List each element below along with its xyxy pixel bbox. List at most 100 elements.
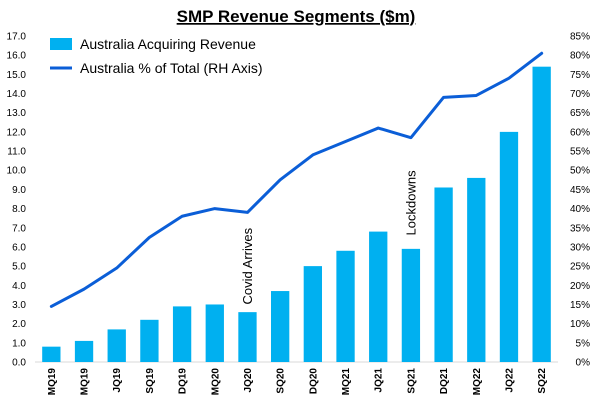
bar-13 [434, 187, 453, 362]
line-point-16 [541, 52, 543, 54]
line-point-15 [508, 77, 510, 79]
left-tick-label: 16.0 [7, 51, 27, 62]
annotation-1: Covid Arrives [240, 227, 255, 304]
line-point-13 [443, 96, 445, 98]
x-tick-label: MQ21 [341, 368, 352, 396]
left-tick-label: 0.0 [12, 358, 26, 369]
right-axis: 0% 5% 10% 15% 20% 25% 30% 35% 40% 45% 50% 55% 60% 65%… [570, 32, 590, 369]
x-tick-label: JQ19 [112, 368, 123, 393]
bar-16 [532, 66, 551, 363]
left-tick-label: 15.0 [7, 70, 27, 81]
line-point-10 [345, 140, 347, 142]
legend-swatch-bar [50, 38, 72, 50]
right-tick-label: 0% [576, 358, 591, 369]
bar-2 [74, 340, 94, 362]
right-tick-label: 70% [570, 89, 590, 100]
legend-label-line: Australia % of Total (RH Axis) [80, 60, 263, 76]
right-tick-label: 75% [570, 70, 590, 81]
bar-3 [107, 329, 126, 362]
bar-5 [172, 306, 192, 362]
right-tick-label: 25% [570, 262, 590, 273]
bar-6 [205, 304, 224, 362]
x-tick-label: JQ20 [243, 368, 254, 393]
line-point-3 [116, 267, 118, 269]
bar-12 [401, 248, 421, 362]
line-layer [49, 51, 544, 308]
x-tick-label: SQ20 [276, 368, 287, 394]
bar-7 [238, 312, 257, 362]
right-tick-label: 40% [570, 204, 590, 215]
right-tick-label: 35% [570, 223, 590, 234]
x-tick-label: DQ19 [178, 368, 189, 395]
right-tick-label: 20% [570, 281, 590, 292]
line-point-11 [377, 127, 379, 129]
line-point-14 [475, 94, 477, 96]
bar-15 [499, 131, 519, 362]
x-tick-label: DQ21 [439, 368, 450, 395]
legend: Australia Acquiring Revenue Australia % … [50, 36, 263, 76]
x-tick-label: DQ20 [308, 368, 319, 395]
line-point-9 [312, 154, 314, 156]
pct-of-total-line [49, 51, 544, 308]
x-tick-label: SQ22 [537, 368, 548, 394]
left-tick-label: 17.0 [7, 32, 27, 43]
right-tick-label: 15% [570, 300, 590, 311]
bar-4 [140, 319, 159, 362]
right-tick-label: 65% [570, 108, 590, 119]
line-point-12 [410, 137, 412, 139]
bar-8 [271, 291, 290, 362]
left-tick-label: 7.0 [12, 223, 26, 234]
bar-10 [336, 250, 355, 362]
bar-14 [467, 177, 486, 362]
left-axis: 0.0 1.0 2.0 3.0 4.0 5.0 6.0 7.0 8.0 9.0 10.0 11.0 12… [7, 32, 27, 369]
right-tick-label: 5% [576, 338, 591, 349]
x-tick-label: JQ21 [374, 368, 385, 393]
legend-label-bar: Australia Acquiring Revenue [80, 36, 256, 52]
line-point-7 [246, 211, 248, 213]
left-tick-label: 4.0 [12, 281, 26, 292]
left-tick-label: 5.0 [12, 262, 26, 273]
left-tick-label: 14.0 [7, 89, 27, 100]
x-tick-label: MQ22 [472, 368, 483, 396]
line-point-2 [83, 288, 85, 290]
bar-11 [369, 231, 388, 362]
chart-title: SMP Revenue Segments ($m) [177, 7, 416, 26]
right-tick-label: 50% [570, 166, 590, 177]
left-tick-label: 13.0 [7, 108, 27, 119]
right-tick-label: 60% [570, 127, 590, 138]
right-tick-label: 30% [570, 242, 590, 253]
right-tick-label: 10% [570, 319, 590, 330]
line-point-4 [148, 236, 150, 238]
left-tick-label: 1.0 [12, 338, 26, 349]
x-tick-label: JQ22 [504, 368, 515, 393]
right-tick-label: 45% [570, 185, 590, 196]
x-axis: MQ19 MQ19 JQ19 SQ19 DQ19 MQ20 JQ20 SQ20 DQ20 MQ21… [47, 368, 548, 396]
line-point-8 [279, 179, 281, 181]
left-tick-label: 3.0 [12, 300, 26, 311]
left-tick-label: 6.0 [12, 242, 26, 253]
annotation-2: Lockdowns [403, 170, 418, 236]
bars-layer [42, 66, 551, 363]
left-tick-label: 8.0 [12, 204, 26, 215]
annotations: Covid Arrives Lockdowns [240, 170, 418, 305]
x-tick-label: MQ20 [210, 368, 221, 396]
line-point-5 [181, 215, 183, 217]
right-tick-label: 85% [570, 32, 590, 43]
x-tick-label: MQ19 [80, 368, 91, 396]
left-tick-label: 12.0 [7, 127, 27, 138]
left-tick-label: 10.0 [7, 166, 27, 177]
x-tick-label: SQ21 [406, 368, 417, 394]
left-tick-label: 11.0 [7, 147, 26, 158]
x-tick-label: MQ19 [47, 368, 58, 396]
right-tick-label: 55% [570, 147, 590, 158]
bar-1 [42, 346, 61, 362]
right-tick-label: 80% [570, 51, 590, 62]
bar-9 [303, 266, 322, 362]
line-point-1 [50, 305, 52, 307]
left-tick-label: 9.0 [12, 185, 26, 196]
left-tick-label: 2.0 [12, 319, 26, 330]
line-point-6 [214, 208, 216, 210]
x-tick-label: SQ19 [145, 368, 156, 394]
